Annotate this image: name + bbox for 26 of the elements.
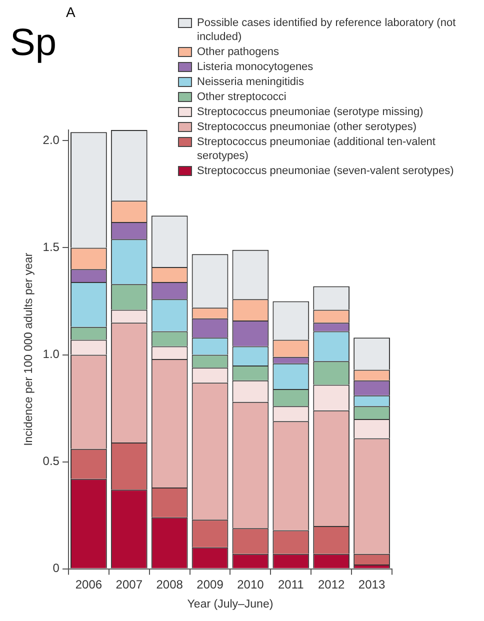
legend-label: Neisseria meningitidis [197,75,304,89]
y-tick-label: 1.5 [42,240,60,254]
y-tick-label: 0.5 [42,454,60,468]
y-tick-label: 2.0 [42,133,60,148]
legend-label: Other streptococci [197,90,286,104]
text: A [66,4,76,20]
x-tick-label: 2008 [156,577,184,592]
x-tick-label: 2011 [278,577,304,592]
x-tick-label: 2007 [116,577,143,592]
x-tick-label: 2009 [196,577,224,592]
x-tick-label: 2012 [318,577,346,592]
legend-label: Streptococcus pneumoniae (additional ten-valent serotypes) [197,135,436,163]
x-tick-label: 2006 [75,577,102,592]
legend-label: Streptococcus pneumoniae (serotype missing) [197,105,424,119]
legend-label: Other pathogens [197,45,279,59]
legend-label: Streptococcus pneumoniae (seven-valent serotypes) [197,164,454,178]
legend-label: Streptococcus pneumoniae (other serotypes) [197,120,417,134]
y-tick-label: 0 [52,561,60,576]
legend-label: Listeria monocytogenes [197,60,314,74]
x-axis-title: Year (July–June) [187,598,274,610]
y-axis-title: Incidence per 100 000 adults per year [23,252,36,446]
y-tick-label: 1.0 [42,347,60,362]
x-tick-label: 2013 [358,577,386,592]
text: Sp [10,22,56,65]
x-tick-label: 2010 [237,577,264,592]
legend-label: Possible cases identified by reference laboratory (not included) [197,16,457,44]
